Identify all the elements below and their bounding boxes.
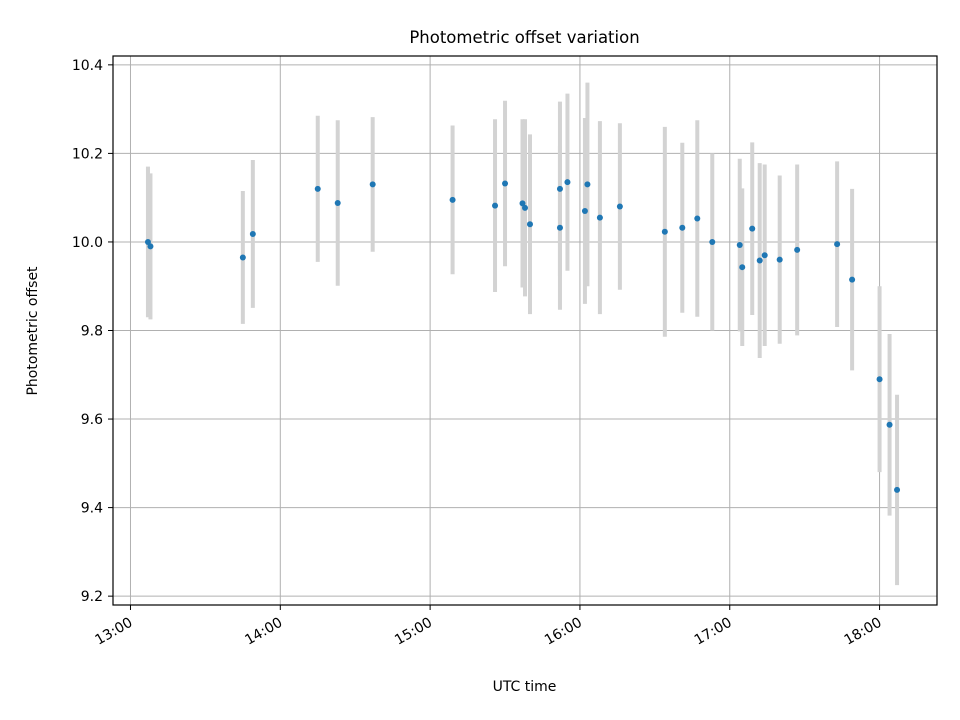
data-point: [526, 221, 533, 228]
data-point: [239, 254, 246, 261]
data-point: [834, 241, 841, 248]
data-point: [564, 179, 571, 186]
data-point: [749, 225, 756, 232]
data-point: [147, 243, 154, 250]
data-point: [369, 181, 376, 188]
data-point: [679, 224, 686, 231]
y-tick-label: 9.2: [81, 589, 103, 605]
data-point: [581, 207, 588, 214]
y-tick-label: 9.8: [81, 324, 103, 340]
data-point: [522, 204, 528, 211]
data-point: [794, 246, 801, 253]
data-point: [894, 486, 901, 493]
data-point: [616, 203, 623, 210]
data-point: [556, 224, 563, 231]
y-tick-label: 10.2: [72, 146, 103, 162]
data-point: [502, 180, 509, 187]
y-tick-label: 9.4: [81, 501, 103, 517]
data-point: [249, 230, 256, 237]
data-point: [736, 242, 743, 249]
data-point: [661, 228, 668, 235]
chart-title: Photometric offset variation: [409, 28, 639, 47]
data-points: [144, 179, 901, 493]
y-axis-ticks: 9.2 9.4 9.6 9.8 10.0 10.2 10.4: [72, 58, 113, 605]
data-point: [776, 256, 783, 263]
data-point: [876, 376, 883, 383]
data-point: [756, 257, 763, 264]
data-point: [739, 264, 746, 271]
data-point: [492, 202, 499, 209]
data-point: [334, 199, 341, 206]
data-point: [694, 215, 701, 222]
data-point: [519, 200, 526, 207]
x-axis-label: UTC time: [493, 679, 557, 695]
data-point: [314, 185, 321, 192]
data-point: [556, 185, 563, 192]
data-point: [761, 252, 768, 259]
data-point: [849, 276, 856, 283]
data-point: [709, 238, 716, 245]
data-point: [584, 181, 591, 188]
data-point: [449, 196, 456, 203]
data-point: [886, 421, 893, 428]
y-tick-label: 10.4: [72, 58, 103, 74]
y-axis-label: Photometric offset: [25, 266, 41, 396]
y-tick-label: 10.0: [72, 235, 103, 251]
y-tick-label: 9.6: [81, 412, 103, 428]
data-point: [596, 214, 603, 221]
data-point: [144, 238, 151, 245]
